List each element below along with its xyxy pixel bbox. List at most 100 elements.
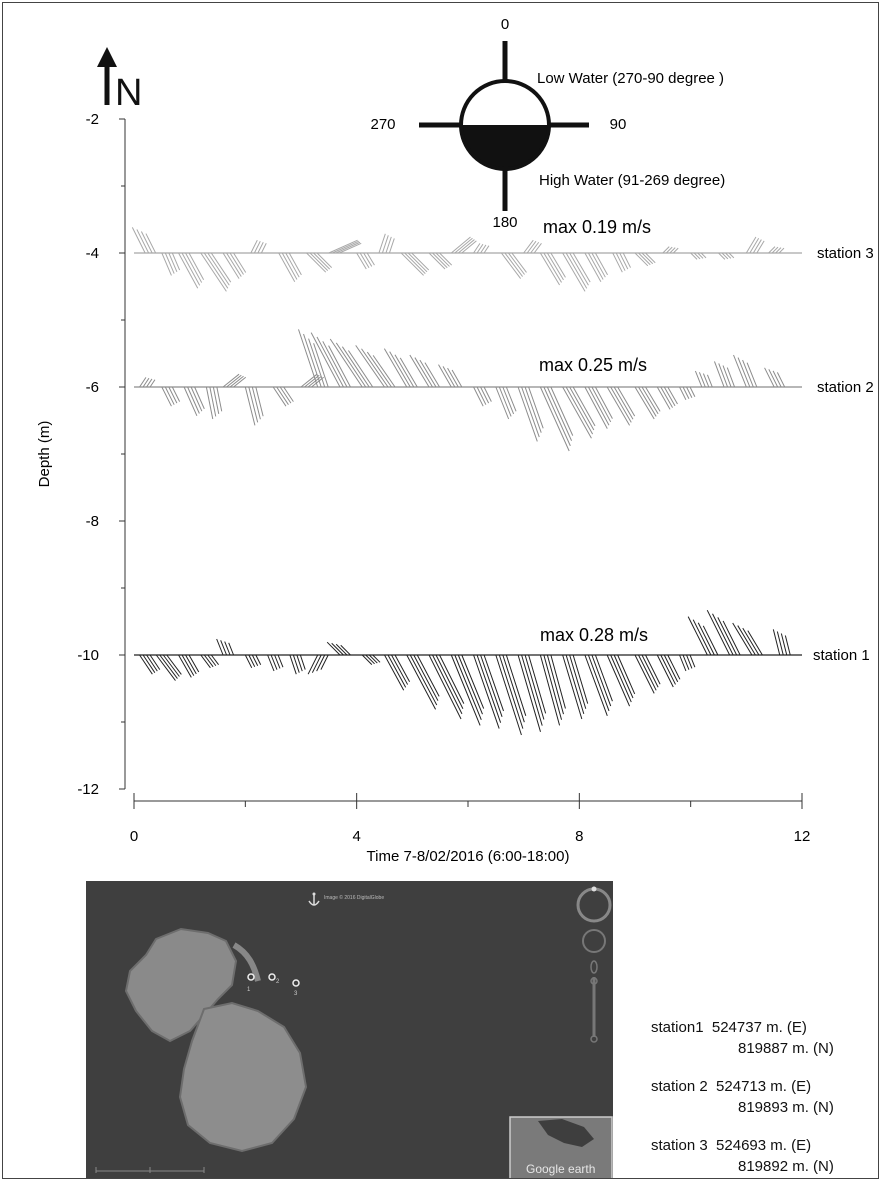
current-stick (498, 386, 512, 417)
current-stick (562, 654, 583, 720)
current-stick (682, 654, 690, 670)
current-stick (483, 654, 504, 712)
current-stick (306, 252, 327, 273)
current-stick (451, 369, 463, 388)
current-stick (461, 240, 477, 254)
current-stick (190, 386, 203, 412)
current-stick (682, 386, 690, 399)
current-stick (784, 635, 791, 656)
current-stick (207, 252, 230, 286)
current-stick (504, 252, 523, 277)
current-stick (641, 654, 659, 688)
current-stick (745, 236, 757, 254)
current-stick (222, 373, 240, 388)
satellite-map[interactable]: 1 2 3 Image © 2016 DigitalGlobe (86, 881, 613, 1178)
current-stick (725, 252, 732, 259)
current-stick (726, 367, 736, 388)
station-markers: 1 2 3 (247, 973, 300, 997)
current-stick (587, 252, 604, 280)
current-stick (565, 654, 585, 715)
current-stick (778, 247, 785, 254)
current-stick (505, 654, 527, 716)
current-stick (645, 252, 656, 264)
current-stick (188, 654, 200, 673)
current-stick (569, 252, 589, 286)
current-stick (136, 229, 150, 254)
current-stick (511, 252, 527, 273)
current-stick (562, 252, 586, 292)
current-stick (200, 252, 227, 292)
current-stick (517, 386, 538, 442)
current-stick (528, 386, 544, 429)
current-stick (292, 654, 300, 673)
coord-block: station1 524737 m. (E) 819887 m. (N) (651, 1017, 878, 1059)
station-marker-3[interactable] (292, 979, 300, 987)
current-stick (747, 630, 763, 656)
current-stick (181, 252, 201, 286)
y-tick-label: -10 (77, 647, 99, 664)
current-stick (502, 654, 525, 723)
current-stick (457, 239, 475, 254)
current-stick (181, 654, 195, 676)
current-stick (702, 373, 710, 388)
coord-northing: 819893 m. (N) (738, 1099, 834, 1116)
station-marker-1[interactable] (247, 973, 255, 981)
current-stick (667, 386, 678, 405)
y-tick-label: -6 (86, 379, 99, 396)
current-stick (686, 386, 693, 398)
current-stick (216, 638, 224, 656)
current-stick (764, 367, 775, 388)
current-stick (267, 654, 275, 672)
series-station-3: max 0.19 m/s station 3 (131, 217, 874, 292)
current-stick (389, 351, 411, 388)
current-stick (270, 654, 278, 670)
current-stick (316, 654, 326, 672)
current-stick (634, 386, 655, 420)
current-stick (220, 640, 228, 656)
station-coordinates: station1 524737 m. (E) 819887 m. (N) stati… (651, 1017, 878, 1178)
google-earth-logo: Google earth (526, 1162, 595, 1176)
current-stick (248, 386, 259, 423)
y-axis: -2 -4 -6 -8 -10 -12 (77, 111, 126, 798)
current-stick (207, 654, 217, 667)
current-stick (461, 654, 485, 709)
current-stick (742, 359, 754, 388)
current-stick (183, 386, 198, 417)
map-navigation-control[interactable] (576, 886, 612, 1043)
coord-block: station 3 524693 m. (E) 819892 m. (N) (651, 1135, 878, 1177)
current-stick (178, 654, 192, 678)
current-stick (700, 252, 707, 259)
y-tick-label: -4 (86, 245, 99, 262)
current-stick (435, 252, 450, 267)
y-axis-label: Depth (m) (36, 421, 53, 488)
current-stick (313, 252, 331, 270)
current-stick (316, 252, 333, 268)
current-stick (432, 252, 448, 269)
current-stick (205, 386, 214, 420)
current-stick (381, 235, 389, 254)
current-stick (409, 654, 438, 706)
current-stick (226, 374, 242, 388)
current-stick (394, 354, 415, 388)
coord-easting: station1 524737 m. (E) (651, 1019, 807, 1036)
current-stick (584, 386, 608, 429)
station-marker-2[interactable] (268, 973, 276, 981)
current-stick (634, 252, 649, 267)
street-view-icon[interactable] (590, 960, 598, 974)
current-stick (188, 252, 205, 280)
current-stick (244, 654, 253, 669)
current-stick (372, 355, 396, 388)
current-stick (168, 386, 178, 404)
current-stick (617, 654, 636, 695)
current-stick (168, 252, 178, 273)
current-stick (495, 654, 522, 736)
coord-block: station 2 524713 m. (E) 819893 m. (N) (651, 1076, 878, 1118)
current-stick (591, 654, 612, 707)
current-stick (216, 386, 223, 412)
current-stick (546, 654, 564, 715)
current-stick (742, 627, 760, 656)
current-stick (749, 238, 760, 254)
current-stick (706, 609, 731, 656)
pan-control-icon[interactable] (582, 929, 606, 953)
